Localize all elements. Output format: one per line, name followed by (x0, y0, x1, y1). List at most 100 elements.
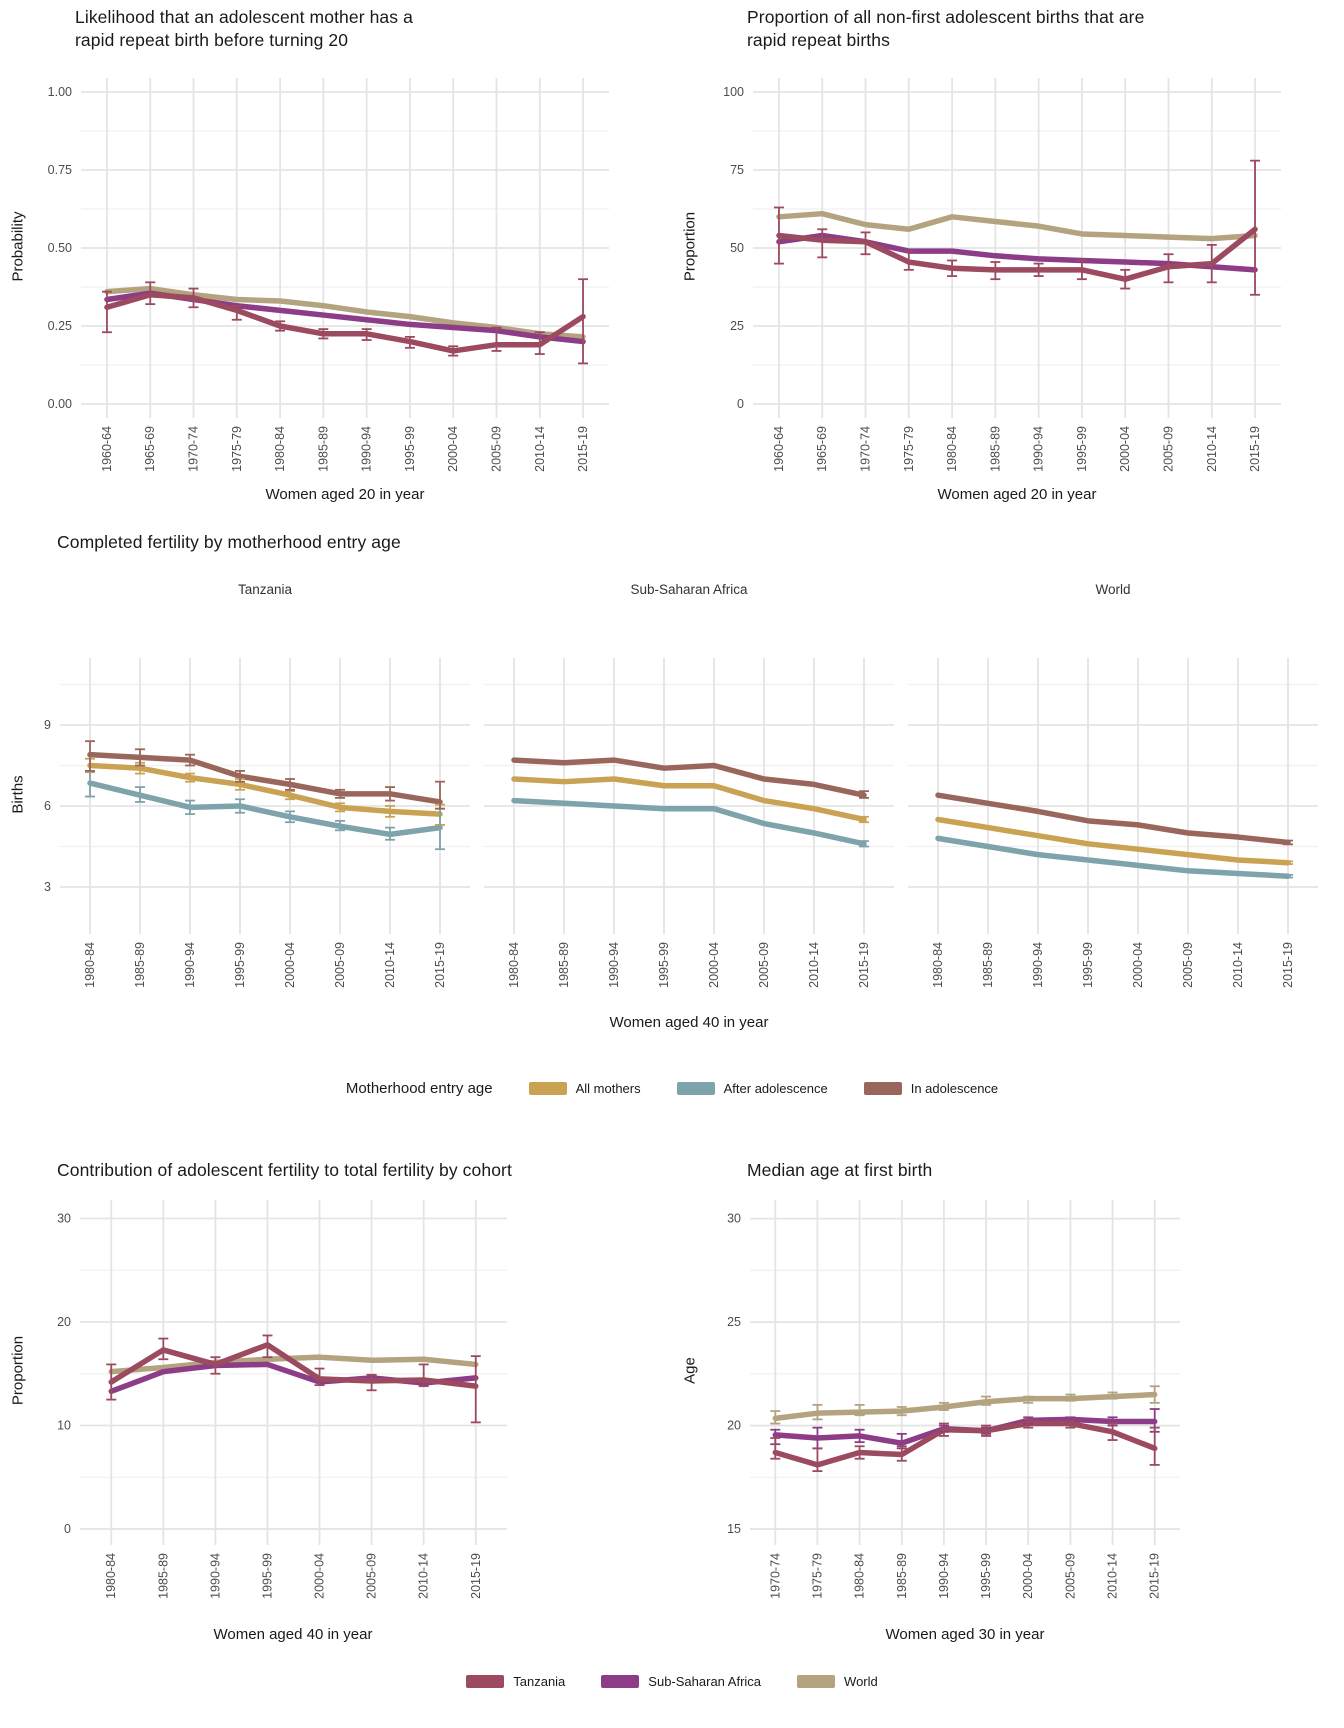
x-tick-label: 1995-99 (403, 426, 417, 472)
x-tick-label: 2010-14 (533, 426, 547, 472)
chart-title-median-age: Median age at first birth (747, 1160, 933, 1180)
x-tick-label: 2005-09 (1161, 426, 1175, 472)
x-tick-label: 1965-69 (815, 426, 829, 472)
error-bars-tanzania (106, 1334, 481, 1424)
x-tick-label: 1980-84 (853, 1553, 867, 1599)
x-tick-label: 2005-09 (1063, 1553, 1077, 1599)
y-tick-label: 20 (727, 1419, 741, 1433)
x-tick-label: 1985-89 (316, 426, 330, 472)
x-tick-label: 2015-19 (469, 1553, 483, 1599)
legend-swatch-all-mothers (528, 1082, 567, 1095)
x-tick-label: 2000-04 (1021, 1553, 1035, 1599)
y-tick-label: 0.00 (48, 397, 72, 411)
x-tick-label: 2005-09 (489, 426, 503, 472)
x-tick-label: 2015-19 (433, 942, 447, 988)
x-tick-label: 1990-94 (360, 426, 374, 472)
x-tick-label: 1995-99 (233, 942, 247, 988)
error-bars-in-adolescence (859, 790, 869, 799)
y-tick-label: 0.50 (48, 241, 72, 255)
chart-adolescent-contribution: 1980-84 1985-89 1990-94 1995-99 2000-04 2005-… (57, 1200, 507, 1599)
legend-item-after-adolescence: After adolescence (676, 1081, 828, 1096)
legend-item-label: Tanzania (513, 1674, 566, 1689)
x-tick-label: 1985-89 (988, 426, 1002, 472)
series-line-world (104, 285, 586, 340)
x-tick-label: 2015-19 (1281, 942, 1295, 988)
facet-strip-world: World (1095, 582, 1131, 597)
chart-title-rrb-proportion: Proportion of all non-first adolescent b… (747, 7, 1145, 50)
chart-median-age: 1970-74 1975-79 1980-84 1985-89 1990-94 1995-… (727, 1200, 1180, 1599)
y-tick-label: 10 (57, 1418, 71, 1432)
series-line-world (108, 1354, 479, 1375)
x-tick-label: 2005-09 (333, 942, 347, 988)
y-tick-label: 15 (727, 1522, 741, 1536)
x-tick-label: 2010-14 (1231, 942, 1245, 988)
panel-0: 1980-84 1985-89 1990-94 1995-99 2000-04 2005-… (44, 658, 470, 988)
legend-item-all-mothers: All mothers (528, 1081, 641, 1096)
x-tick-label: 1990-94 (607, 942, 621, 988)
x-tick-label: 1960-64 (100, 426, 114, 472)
x-tick-label: 2005-09 (1181, 942, 1195, 988)
x-tick-label: 1965-69 (143, 426, 157, 472)
x-axis-title-women-20-right: Women aged 20 in year (937, 486, 1097, 503)
x-tick-label: 1990-94 (1032, 426, 1046, 472)
error-bars-tanzania (773, 159, 1261, 296)
x-tick-label: 1970-74 (859, 426, 873, 472)
x-tick-label: 1985-89 (895, 1553, 909, 1599)
y-tick-label: 6 (44, 799, 51, 813)
x-tick-label: 2010-14 (417, 1553, 431, 1599)
legend-item-tanzania: Tanzania (466, 1674, 565, 1689)
x-tick-label: 1995-99 (1075, 426, 1089, 472)
y-tick-label: 75 (730, 163, 744, 177)
chart-rrb-likelihood: 1960-64 1965-69 1970-74 1975-79 1980-84 1985-… (48, 78, 609, 472)
series-line-tanzania (104, 292, 586, 354)
y-tick-label: 0.25 (48, 319, 72, 333)
panel-0: 1960-64 1965-69 1970-74 1975-79 1980-84 1985-… (723, 78, 1281, 472)
legend-item-world: World (797, 1674, 878, 1689)
y-tick-label: 1.00 (48, 85, 72, 99)
x-axis-title-women-40-middle: Women aged 40 in year (609, 1014, 769, 1031)
legend-swatch-world (797, 1675, 836, 1688)
y-tick-label: 100 (723, 85, 744, 99)
y-axis-title-probability: Probability (9, 211, 27, 282)
y-axis-title-age: Age (681, 1357, 699, 1384)
y-tick-label: 30 (727, 1212, 741, 1226)
facet-strip-tanzania: Tanzania (237, 582, 293, 597)
x-tick-label: 2000-04 (1118, 426, 1132, 472)
x-tick-label: 1995-99 (979, 1553, 993, 1599)
error-bars-all-mothers (1283, 860, 1293, 865)
panel-0: 1980-84 1985-89 1990-94 1995-99 2000-04 2005-… (57, 1200, 507, 1599)
x-tick-label: 2000-04 (1131, 942, 1145, 988)
y-tick-label: 0 (64, 1522, 71, 1536)
x-axis-title-women-30: Women aged 30 in year (885, 1626, 1045, 1643)
x-tick-label: 1995-99 (657, 942, 671, 988)
x-tick-label: 1985-89 (156, 1553, 170, 1599)
chart-title-adolescent-contribution: Contribution of adolescent fertility to … (57, 1160, 512, 1180)
x-tick-label: 1995-99 (260, 1553, 274, 1599)
x-tick-label: 2015-19 (1248, 426, 1262, 472)
panel-1: 1980-84 1985-89 1990-94 1995-99 2000-04 2005-… (484, 658, 894, 988)
error-bars-tanzania (101, 278, 589, 365)
chart-title-completed-fertility: Completed fertility by motherhood entry … (57, 532, 401, 552)
y-tick-label: 9 (44, 718, 51, 732)
y-tick-label: 25 (727, 1315, 741, 1329)
panel-2: 1980-84 1985-89 1990-94 1995-99 2000-04 2005-… (908, 658, 1318, 988)
legend-swatch-in-adolescence (863, 1082, 902, 1095)
series-line-in-adolescence (511, 757, 867, 798)
error-bars-all-mothers (859, 815, 869, 824)
error-bars-after-adolescence (859, 840, 869, 848)
x-tick-label: 2005-09 (365, 1553, 379, 1599)
series-line-in-adolescence (935, 792, 1291, 846)
x-tick-label: 1990-94 (183, 942, 197, 988)
x-tick-label: 2000-04 (313, 1553, 327, 1599)
legend-item-sub-saharan-africa: Sub-Saharan Africa (601, 1674, 761, 1689)
x-tick-label: 1980-84 (83, 942, 97, 988)
error-bars-all-mothers (85, 757, 445, 826)
x-tick-label: 2000-04 (283, 942, 297, 988)
legend-swatch-tanzania (466, 1675, 505, 1688)
error-bars-tanzania (770, 1418, 1160, 1473)
legend-motherhood-entry-age: Motherhood entry age All mothers After ad… (0, 1080, 1344, 1097)
x-tick-label: 2010-14 (383, 942, 397, 988)
x-tick-label: 1970-74 (768, 1553, 782, 1599)
